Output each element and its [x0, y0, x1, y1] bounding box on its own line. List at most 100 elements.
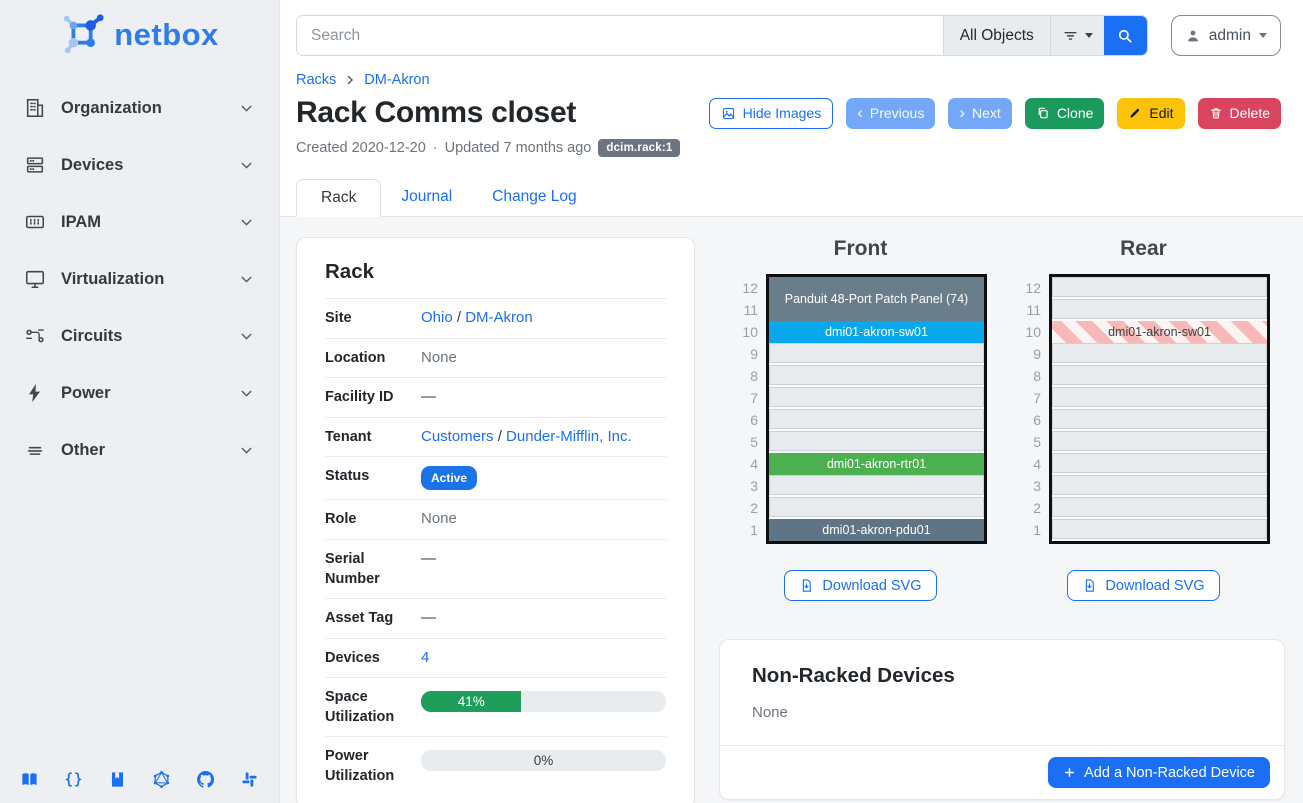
- sidebar-item-other[interactable]: Other: [12, 430, 267, 470]
- rack-unit-empty[interactable]: [1052, 365, 1267, 387]
- rack-unit-empty[interactable]: [1052, 343, 1267, 365]
- front-elevation-title: Front: [833, 237, 888, 260]
- netbox-logo[interactable]: netbox: [0, 0, 279, 64]
- tab-journal[interactable]: Journal: [401, 188, 453, 205]
- breadcrumb-link-site[interactable]: DM-Akron: [364, 72, 430, 88]
- rack-unit-empty[interactable]: [769, 431, 984, 453]
- rack-unit-empty[interactable]: [1052, 497, 1267, 519]
- rack-unit-empty[interactable]: [769, 475, 984, 497]
- sidebar-item-ipam[interactable]: IPAM: [12, 202, 267, 242]
- rack-unit-empty[interactable]: [1052, 475, 1267, 497]
- lightning-icon: [24, 382, 46, 404]
- rear-download-svg-button[interactable]: Download SVG: [1067, 570, 1220, 601]
- file-download-icon: [1082, 578, 1097, 593]
- serial-number-value: —: [421, 550, 436, 567]
- search-icon: [1116, 27, 1134, 45]
- rack-unit-empty[interactable]: [1052, 453, 1267, 475]
- rack-unit-empty[interactable]: [769, 497, 984, 519]
- action-buttons: Hide Images ‹ Previous › Next Clone Ed: [708, 97, 1281, 129]
- plus-icon: [1063, 766, 1076, 779]
- clone-button[interactable]: Clone: [1024, 97, 1105, 129]
- search-input[interactable]: [297, 16, 943, 55]
- journal-icon[interactable]: [108, 770, 127, 789]
- rack-card-title: Rack: [325, 260, 375, 283]
- unit-label: 6: [1033, 412, 1041, 428]
- rack-unit-empty[interactable]: [1052, 299, 1267, 321]
- topbar: All Objects admin: [280, 0, 1303, 56]
- counter-icon: [24, 211, 46, 233]
- field-row-tenant: Tenant Customers / Dunder-Mifflin, Inc.: [325, 416, 666, 457]
- rack-unit-empty[interactable]: [1052, 519, 1267, 541]
- role-value: None: [421, 510, 457, 528]
- rack-unit-empty[interactable]: [1052, 277, 1267, 299]
- search-scope-button[interactable]: All Objects: [942, 16, 1050, 55]
- main-area: All Objects admin Racks: [280, 0, 1303, 803]
- monitor-icon: [24, 268, 46, 290]
- tenant-link[interactable]: Dunder-Mifflin, Inc.: [506, 427, 632, 445]
- tenant-group-link[interactable]: Customers: [421, 427, 494, 445]
- unit-label: 1: [750, 522, 758, 538]
- rack-unit-empty[interactable]: [769, 343, 984, 365]
- field-row-devices: Devices 4: [325, 637, 666, 678]
- rack-device[interactable]: dmi01-akron-rtr01: [769, 453, 984, 475]
- location-value: None: [421, 348, 457, 366]
- user-menu-button[interactable]: admin: [1170, 15, 1281, 56]
- docs-book-icon[interactable]: [20, 770, 39, 789]
- rack-device[interactable]: dmi01-akron-sw01: [1052, 321, 1267, 343]
- sidebar-item-power[interactable]: Power: [12, 373, 267, 413]
- sidebar-item-organization[interactable]: Organization: [12, 88, 267, 128]
- graphql-icon[interactable]: [152, 770, 171, 789]
- tab-change-log[interactable]: Change Log: [492, 188, 577, 205]
- meta-row: Created 2020-12-20 · Updated 7 months ag…: [280, 130, 1303, 157]
- chevron-down-icon: [238, 271, 255, 288]
- field-row-serial-number: Serial Number —: [325, 539, 666, 598]
- breadcrumb-link-racks[interactable]: Racks: [296, 72, 337, 88]
- unit-label: 1: [1033, 522, 1041, 538]
- previous-button[interactable]: ‹ Previous: [846, 97, 936, 129]
- sidebar-item-circuits[interactable]: Circuits: [12, 316, 267, 356]
- sidebar-item-devices[interactable]: Devices: [12, 145, 267, 185]
- github-icon[interactable]: [196, 770, 215, 789]
- non-racked-title: Non-Racked Devices: [752, 664, 955, 687]
- user-menu-label: admin: [1208, 26, 1251, 44]
- file-download-icon: [799, 578, 814, 593]
- rack-unit-empty[interactable]: [1052, 409, 1267, 431]
- unit-label: 7: [750, 390, 758, 406]
- updated-text: Updated 7 months ago: [444, 140, 592, 156]
- chevron-down-icon: [238, 442, 255, 459]
- field-row-asset-tag: Asset Tag —: [325, 598, 666, 638]
- field-row-space-utilization: Space Utilization 41%: [325, 677, 666, 736]
- delete-button[interactable]: Delete: [1197, 97, 1281, 129]
- rack-device[interactable]: dmi01-akron-pdu01: [769, 519, 984, 541]
- sidebar-item-virtualization[interactable]: Virtualization: [12, 259, 267, 299]
- slack-icon[interactable]: [240, 770, 259, 789]
- rear-unit-numbers: 12 11 10 9 8 7 6 5 4 3 2 1: [1017, 274, 1041, 544]
- site-link[interactable]: DM-Akron: [465, 309, 533, 326]
- rack-device[interactable]: dmi01-akron-sw01: [769, 321, 984, 343]
- chevron-down-icon: [238, 100, 255, 117]
- page-title: Rack Comms closet: [296, 96, 577, 129]
- chevron-down-icon: [238, 214, 255, 231]
- rack-unit-empty[interactable]: [769, 409, 984, 431]
- hide-images-button[interactable]: Hide Images: [708, 97, 834, 129]
- search-submit-button[interactable]: [1103, 16, 1147, 55]
- next-button[interactable]: › Next: [948, 97, 1012, 129]
- device-count-link[interactable]: 4: [421, 648, 430, 666]
- rack-device[interactable]: Panduit 48-Port Patch Panel (74): [769, 277, 984, 321]
- search-filter-button[interactable]: [1049, 16, 1104, 55]
- edit-button[interactable]: Edit: [1117, 97, 1185, 129]
- transit-connection-icon: [24, 325, 46, 347]
- image-icon: [721, 106, 736, 121]
- non-racked-empty-text: None: [752, 704, 788, 721]
- front-download-svg-button[interactable]: Download SVG: [784, 570, 937, 601]
- rack-unit-empty[interactable]: [1052, 431, 1267, 453]
- add-non-racked-device-button[interactable]: Add a Non-Racked Device: [1048, 757, 1270, 788]
- api-braces-icon[interactable]: [64, 770, 83, 789]
- unit-label: 8: [750, 368, 758, 384]
- site-region-link[interactable]: Ohio: [421, 309, 453, 326]
- sidebar-nav: Organization Devices IPAM: [0, 88, 279, 487]
- rack-unit-empty[interactable]: [1052, 387, 1267, 409]
- rack-unit-empty[interactable]: [769, 365, 984, 387]
- rack-unit-empty[interactable]: [769, 387, 984, 409]
- tab-rack[interactable]: Rack: [296, 179, 382, 217]
